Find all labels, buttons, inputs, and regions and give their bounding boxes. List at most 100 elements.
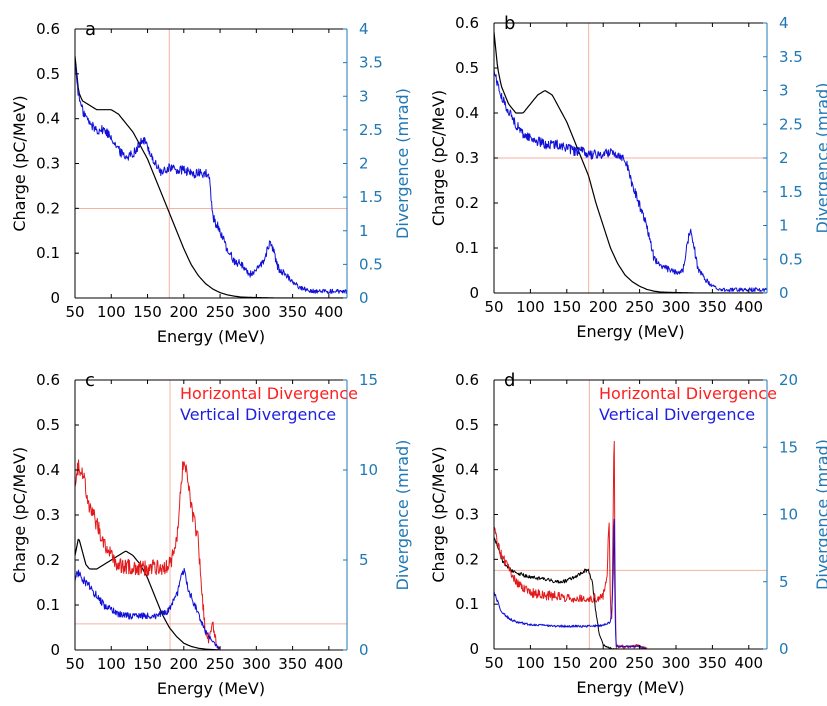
x-axis-label: Energy (MeV)	[157, 327, 265, 346]
y2-tick-label: 2	[359, 155, 369, 173]
panel-letter: d	[504, 370, 515, 391]
y-tick-label: 0.5	[36, 416, 60, 434]
y2-tick-label: 1	[779, 217, 789, 235]
series-vertical-line	[494, 68, 767, 293]
y2-tick-label: 5	[359, 551, 369, 569]
x-tick-label: 400	[315, 655, 344, 673]
y-tick-label: 0.2	[36, 199, 60, 217]
y2-tick-label: 15	[359, 371, 378, 389]
x-tick-label: 400	[734, 654, 763, 672]
x-tick-label: 150	[133, 303, 162, 321]
series-black-line	[75, 538, 220, 650]
y-tick-label: 0.3	[455, 149, 479, 167]
x-tick-label: 350	[278, 303, 307, 321]
y2-tick-label: 10	[779, 506, 798, 524]
y2-tick-label: 3	[779, 82, 789, 100]
y-axis-label: Charge (pC/MeV)	[10, 447, 29, 583]
x-tick-label: 50	[484, 654, 503, 672]
x-tick-label: 250	[206, 655, 235, 673]
y2-tick-label: 2.5	[779, 115, 803, 133]
chart-panel-c: 50 100 150 200 250 300 350 40000.10.20.30.40.50…	[10, 370, 412, 698]
y2-tick-label: 1.5	[359, 188, 383, 206]
y2-tick-label: 2.5	[359, 121, 383, 139]
y2-tick-label: 0	[779, 284, 789, 302]
series-horizontal-line	[75, 459, 220, 650]
legend-entry: Horizontal Divergence	[599, 384, 777, 403]
x-tick-label: 350	[698, 298, 727, 316]
y-tick-label: 0.1	[455, 595, 479, 613]
x-tick-label: 300	[662, 654, 691, 672]
y-tick-label: 0.1	[455, 239, 479, 257]
x-axis-label: Energy (MeV)	[157, 679, 265, 698]
y-axis-label: Charge (pC/MeV)	[10, 95, 29, 231]
x-tick-label: 250	[625, 654, 654, 672]
x-tick-label: 300	[662, 298, 691, 316]
legend-entry: Vertical Divergence	[599, 405, 755, 424]
plot-area	[75, 55, 347, 298]
panel-letter: b	[504, 13, 515, 34]
x-tick-label: 200	[169, 303, 198, 321]
y-tick-label: 0.6	[36, 371, 60, 389]
y-tick-label: 0	[50, 289, 60, 307]
x-tick-label: 250	[625, 298, 654, 316]
x-tick-label: 400	[315, 303, 344, 321]
y2-tick-label: 4	[359, 20, 369, 38]
y2-tick-label: 5	[779, 573, 789, 591]
y-tick-label: 0	[469, 284, 479, 302]
y-tick-label: 0.2	[455, 194, 479, 212]
y-tick-label: 0.6	[36, 20, 60, 38]
y-tick-label: 0.3	[455, 506, 479, 524]
series-black-line	[494, 31, 767, 293]
x-axis-label: Energy (MeV)	[576, 678, 684, 697]
y2-tick-label: 2	[779, 149, 789, 167]
x-tick-label: 350	[278, 655, 307, 673]
y-tick-label: 0.1	[36, 244, 60, 262]
y-axis-label: Charge (pC/MeV)	[429, 446, 448, 582]
x-tick-label: 100	[97, 303, 126, 321]
plot-area	[75, 459, 221, 650]
panel-letter: c	[85, 370, 95, 391]
chart-panel-b: 50 100 150 200 250 300 350 400 0 0.1 0.2 0.3 0.4 0.5 0…	[429, 13, 827, 341]
x-tick-label: 200	[589, 654, 618, 672]
y2-tick-label: 0	[779, 640, 789, 658]
y2-tick-label: 1.5	[779, 183, 803, 201]
x-tick-label: 50	[484, 298, 503, 316]
y-tick-label: 0.2	[36, 551, 60, 569]
x-tick-label: 250	[206, 303, 235, 321]
x-tick-label: 100	[97, 655, 126, 673]
series-horizontal-line	[494, 440, 648, 649]
y-tick-label: 0.2	[455, 550, 479, 568]
y-tick-label: 0.4	[455, 104, 479, 122]
y2-tick-label: 0.5	[359, 255, 383, 273]
legend-entry: Horizontal Divergence	[180, 384, 358, 403]
y-tick-label: 0.4	[36, 110, 60, 128]
x-tick-label: 100	[516, 654, 545, 672]
y2-axis-label: Divergence (mrad)	[813, 439, 827, 590]
chart-panel-d: 50 100 150 200 250 300 350 40000.10.20.30.40.50…	[429, 370, 827, 697]
y-tick-label: 0.6	[455, 14, 479, 32]
y2-axis-label: Divergence (mrad)	[813, 83, 827, 234]
y2-tick-label: 15	[779, 438, 798, 456]
y2-tick-label: 3.5	[779, 48, 803, 66]
y2-tick-label: 3	[359, 87, 369, 105]
y-tick-label: 0.6	[455, 371, 479, 389]
series-black-line	[494, 537, 618, 649]
y-tick-label: 0.5	[455, 416, 479, 434]
series-black-line	[75, 55, 347, 298]
x-tick-label: 200	[589, 298, 618, 316]
y-tick-label: 0.1	[36, 596, 60, 614]
x-tick-label: 50	[65, 303, 84, 321]
x-tick-label: 300	[242, 655, 271, 673]
x-axis-label: Energy (MeV)	[576, 322, 684, 341]
x-tick-label: 100	[516, 298, 545, 316]
legend-entry: Vertical Divergence	[180, 405, 336, 424]
x-tick-label: 150	[133, 655, 162, 673]
y2-tick-label: 0	[359, 289, 369, 307]
x-tick-label: 150	[552, 654, 581, 672]
chart-panel-a: 50 100 150 200 250 300 350 400 0 0.1 0.2 0.3 0.4 0.5 0…	[10, 19, 412, 346]
y2-tick-label: 10	[359, 461, 378, 479]
y-axis-label: Charge (pC/MeV)	[429, 90, 448, 226]
x-tick-label: 350	[698, 654, 727, 672]
x-tick-label: 150	[552, 298, 581, 316]
